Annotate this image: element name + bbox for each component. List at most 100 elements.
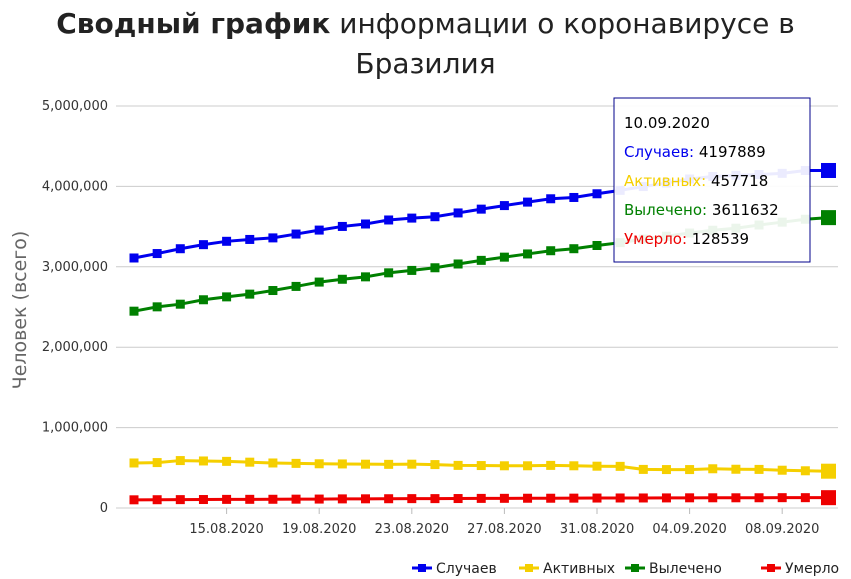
x-tick-label: 31.08.2020 xyxy=(560,522,634,537)
data-point xyxy=(291,494,301,504)
tooltip-label: Вылечено: xyxy=(624,201,707,219)
data-point xyxy=(476,461,486,471)
data-point xyxy=(499,201,509,211)
data-point xyxy=(821,210,836,226)
data-point xyxy=(291,281,301,291)
data-point xyxy=(708,493,718,503)
data-point xyxy=(430,460,440,470)
data-point xyxy=(268,286,278,296)
data-point xyxy=(222,494,232,504)
title-rest: информации о коронавирусе в xyxy=(339,7,795,40)
data-point xyxy=(384,215,394,225)
data-point xyxy=(476,255,486,265)
data-point xyxy=(430,212,440,222)
tooltip: 10.09.2020 Случаев: 4197889 Активных: 4577… xyxy=(613,97,811,263)
data-point xyxy=(821,490,836,506)
data-point xyxy=(821,463,836,479)
data-point xyxy=(198,240,208,250)
y-tick-label: 2,000,000 xyxy=(42,340,108,355)
data-point xyxy=(569,461,579,471)
data-point xyxy=(615,461,625,471)
x-tick-label: 04.09.2020 xyxy=(652,522,726,537)
data-point xyxy=(708,464,718,474)
y-tick-label: 5,000,000 xyxy=(42,99,108,114)
data-point xyxy=(384,494,394,504)
data-point xyxy=(129,458,139,468)
data-point xyxy=(152,458,162,468)
tooltip-label: Активных: xyxy=(624,172,706,190)
data-point xyxy=(569,493,579,503)
data-point xyxy=(129,495,139,505)
data-point xyxy=(291,229,301,239)
series-4 xyxy=(129,490,836,506)
data-point xyxy=(523,249,533,259)
data-point xyxy=(569,192,579,202)
data-point xyxy=(453,259,463,269)
data-point xyxy=(430,263,440,273)
data-point xyxy=(175,299,185,309)
data-point xyxy=(222,236,232,246)
y-tick-label: 4,000,000 xyxy=(42,179,108,194)
data-point xyxy=(314,459,324,469)
title-line2: Бразилия xyxy=(355,47,496,80)
legend-label: Активных xyxy=(543,561,615,577)
data-point xyxy=(268,494,278,504)
data-point xyxy=(523,197,533,207)
data-point xyxy=(661,493,671,503)
data-point xyxy=(453,494,463,504)
tooltip-row: Вылечено: 3611632 xyxy=(624,201,779,219)
y-tick-label: 3,000,000 xyxy=(42,260,108,275)
legend-marker xyxy=(525,564,533,572)
y-axis: 0 1,000,000 2,000,000 3,000,000 4,000,000 5,0… xyxy=(42,99,108,516)
data-point xyxy=(198,295,208,305)
tooltip-value: 4197889 xyxy=(694,143,766,161)
data-point xyxy=(499,461,509,471)
x-tick-label: 27.08.2020 xyxy=(467,522,541,537)
data-point xyxy=(361,219,370,229)
tooltip-row: Активных: 457718 xyxy=(624,172,768,190)
legend-marker xyxy=(631,564,639,572)
title-bold: Сводный график xyxy=(56,7,331,40)
data-point xyxy=(129,253,139,263)
x-tick-label: 23.08.2020 xyxy=(375,522,449,537)
legend-label: Умерло xyxy=(785,561,839,577)
legend-marker xyxy=(418,564,426,572)
data-point xyxy=(198,456,208,466)
x-tick-label: 19.08.2020 xyxy=(282,522,356,537)
data-point xyxy=(430,494,440,504)
data-point xyxy=(800,466,810,476)
data-point xyxy=(222,292,232,302)
y-tick-label: 1,000,000 xyxy=(42,421,108,436)
data-point xyxy=(152,249,162,259)
data-point xyxy=(152,495,162,505)
data-point xyxy=(453,460,463,470)
data-point xyxy=(546,246,556,256)
data-point xyxy=(754,464,764,474)
data-point xyxy=(407,494,417,504)
data-point xyxy=(152,302,162,312)
data-point xyxy=(222,456,232,466)
tooltip-value: 128539 xyxy=(687,230,749,248)
legend-item: Активных xyxy=(519,561,615,577)
data-point xyxy=(499,252,509,262)
data-point xyxy=(821,162,836,178)
data-point xyxy=(129,306,139,316)
data-point xyxy=(453,208,463,218)
tooltip-value: 3611632 xyxy=(707,201,779,219)
series-2 xyxy=(129,456,836,479)
tooltip-value: 457718 xyxy=(706,172,768,190)
data-point xyxy=(245,457,255,467)
data-point xyxy=(731,493,741,503)
tooltip-row: Умерло: 128539 xyxy=(624,230,749,248)
x-axis: 15.08.2020 19.08.2020 23.08.2020 27.08.2020… xyxy=(189,508,819,537)
tooltip-date: 10.09.2020 xyxy=(624,114,710,132)
data-point xyxy=(546,460,556,470)
data-point xyxy=(523,493,533,503)
data-point xyxy=(175,456,185,466)
data-point xyxy=(245,494,255,504)
data-point xyxy=(800,493,810,503)
data-point xyxy=(476,493,486,503)
data-point xyxy=(638,493,648,503)
chart-title: Сводный график информации о коронавирусе… xyxy=(0,4,851,84)
